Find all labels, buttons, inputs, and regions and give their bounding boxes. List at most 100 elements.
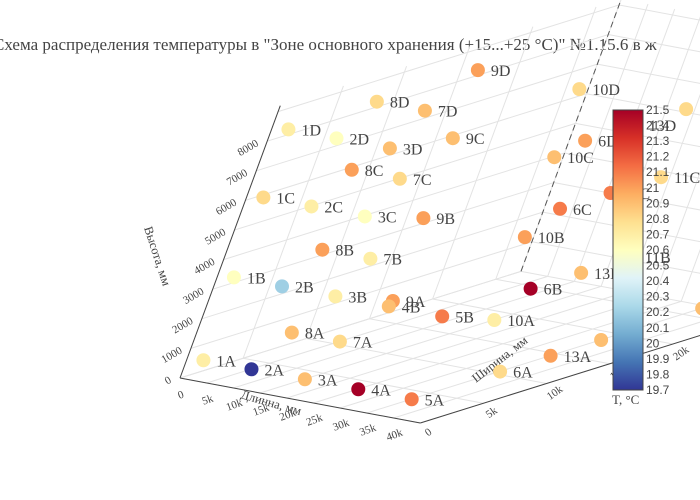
grid-line (179, 105, 281, 379)
grid-line (553, 182, 700, 211)
x-tick-label: 10k (225, 397, 245, 414)
colorbar-tick-label: 20.2 (646, 305, 670, 319)
data-point-label: 2D (350, 131, 370, 148)
grid-line (495, 6, 597, 280)
grid-line (608, 34, 700, 53)
grid-line (242, 85, 344, 359)
data-point-label: 10C (567, 150, 594, 167)
x-tick-label: 15k (251, 402, 271, 419)
x-tick-label: 0 (176, 388, 186, 401)
colorbar-gradient (612, 109, 644, 391)
data-point (654, 170, 669, 185)
data-point-label: 10A (507, 313, 535, 330)
grid-line (305, 66, 408, 339)
data-point-label: 1C (276, 190, 295, 207)
data-point-label: 6A (513, 365, 533, 382)
z-tick-label: 8000 (236, 137, 261, 159)
data-point-label: 2B (295, 279, 314, 296)
data-point (226, 270, 241, 285)
data-point-label: 7C (413, 172, 432, 189)
data-point (445, 131, 460, 146)
grid-line (586, 93, 700, 116)
grid-line (259, 285, 602, 394)
y-tick-label: 5k (484, 404, 500, 420)
data-point (695, 301, 700, 316)
z-tick-label: 1000 (159, 344, 184, 366)
data-point-label: 11B (645, 250, 671, 267)
grid-line (654, 171, 700, 297)
data-point-label: 7D (438, 104, 458, 121)
data-point-label: 2C (324, 199, 343, 216)
data-point (487, 313, 502, 327)
grid-line (393, 321, 700, 419)
data-point-label: 7B (383, 252, 402, 269)
data-point-label: 3A (318, 372, 338, 389)
z-tick-label: 3000 (181, 285, 206, 307)
x-tick-label: 30k (331, 417, 351, 434)
data-point-label: 11C (674, 170, 700, 187)
data-point (328, 289, 343, 304)
grid-line (286, 290, 628, 399)
data-point (351, 382, 366, 397)
colorbar-tick-label: 20 (646, 336, 660, 350)
grid-line (306, 338, 547, 384)
colorbar-tick-label: 21.2 (646, 150, 670, 164)
z-tick-label: 5000 (203, 226, 228, 248)
grid-line (627, 93, 700, 292)
data-point-label: 9D (491, 63, 511, 80)
data-point (284, 325, 299, 340)
data-point-label: 9A (406, 294, 426, 311)
data-point (369, 94, 384, 109)
z-axis-title: Высота, мм (141, 225, 173, 288)
grid-line (267, 34, 609, 142)
data-point (315, 242, 330, 257)
z-tick-label: 4000 (192, 256, 217, 278)
colorbar-tick-label: 21.3 (646, 134, 670, 148)
data-point (547, 150, 562, 165)
data-point (517, 230, 532, 245)
colorbar-tick-label: 21 (646, 181, 660, 195)
grid-line (597, 63, 700, 84)
data-point (470, 63, 485, 78)
data-point-label: 13D (649, 118, 677, 135)
grid-line (366, 308, 700, 414)
data-point (357, 209, 372, 224)
data-point-label: 3B (348, 289, 367, 306)
data-point-label: 4B (402, 299, 421, 316)
grid-line (420, 335, 700, 424)
data-point-label: 8C (365, 163, 384, 180)
data-point-label: 6C (573, 202, 592, 219)
grid-line (277, 4, 620, 113)
data-point-label: 9B (436, 211, 455, 228)
y-tick-label: 10k (545, 383, 566, 403)
data-point (523, 281, 538, 296)
grid-line (531, 241, 700, 274)
x-tick-label: 35k (358, 422, 378, 439)
data-point (304, 199, 319, 214)
chart-title: Схема распределения температуры в "Зоне … (0, 35, 657, 54)
data-point-label: 6B (544, 282, 563, 299)
grid-line (206, 275, 548, 384)
x-axis-title: Длинна, мм (239, 387, 303, 418)
data-point (382, 141, 397, 156)
x-tick-label: 20k (278, 407, 298, 424)
data-point-label: 1A (216, 353, 236, 370)
data-point (275, 279, 289, 294)
grid-line (223, 152, 565, 261)
colorbar-tick-label: 20.3 (646, 290, 670, 304)
data-point-label: 10B (538, 230, 565, 247)
data-point-label: 2A (264, 362, 284, 379)
data-point-label: 7A (353, 335, 373, 352)
z-tick-label: 2000 (170, 315, 195, 337)
data-point (281, 122, 296, 137)
data-point (297, 372, 312, 387)
colorbar-tick-label: 19.7 (646, 383, 670, 397)
grid-line (542, 211, 700, 243)
grid-line (212, 182, 554, 290)
colorbar-tick-label: 20.7 (646, 227, 670, 241)
colorbar-tick-label: 21.4 (646, 119, 670, 133)
colorbar-tick-label: 19.8 (646, 367, 670, 381)
colorbar-tick-label: 20.9 (646, 196, 670, 210)
data-point-label: 8B (335, 243, 354, 260)
data-point (392, 171, 407, 186)
